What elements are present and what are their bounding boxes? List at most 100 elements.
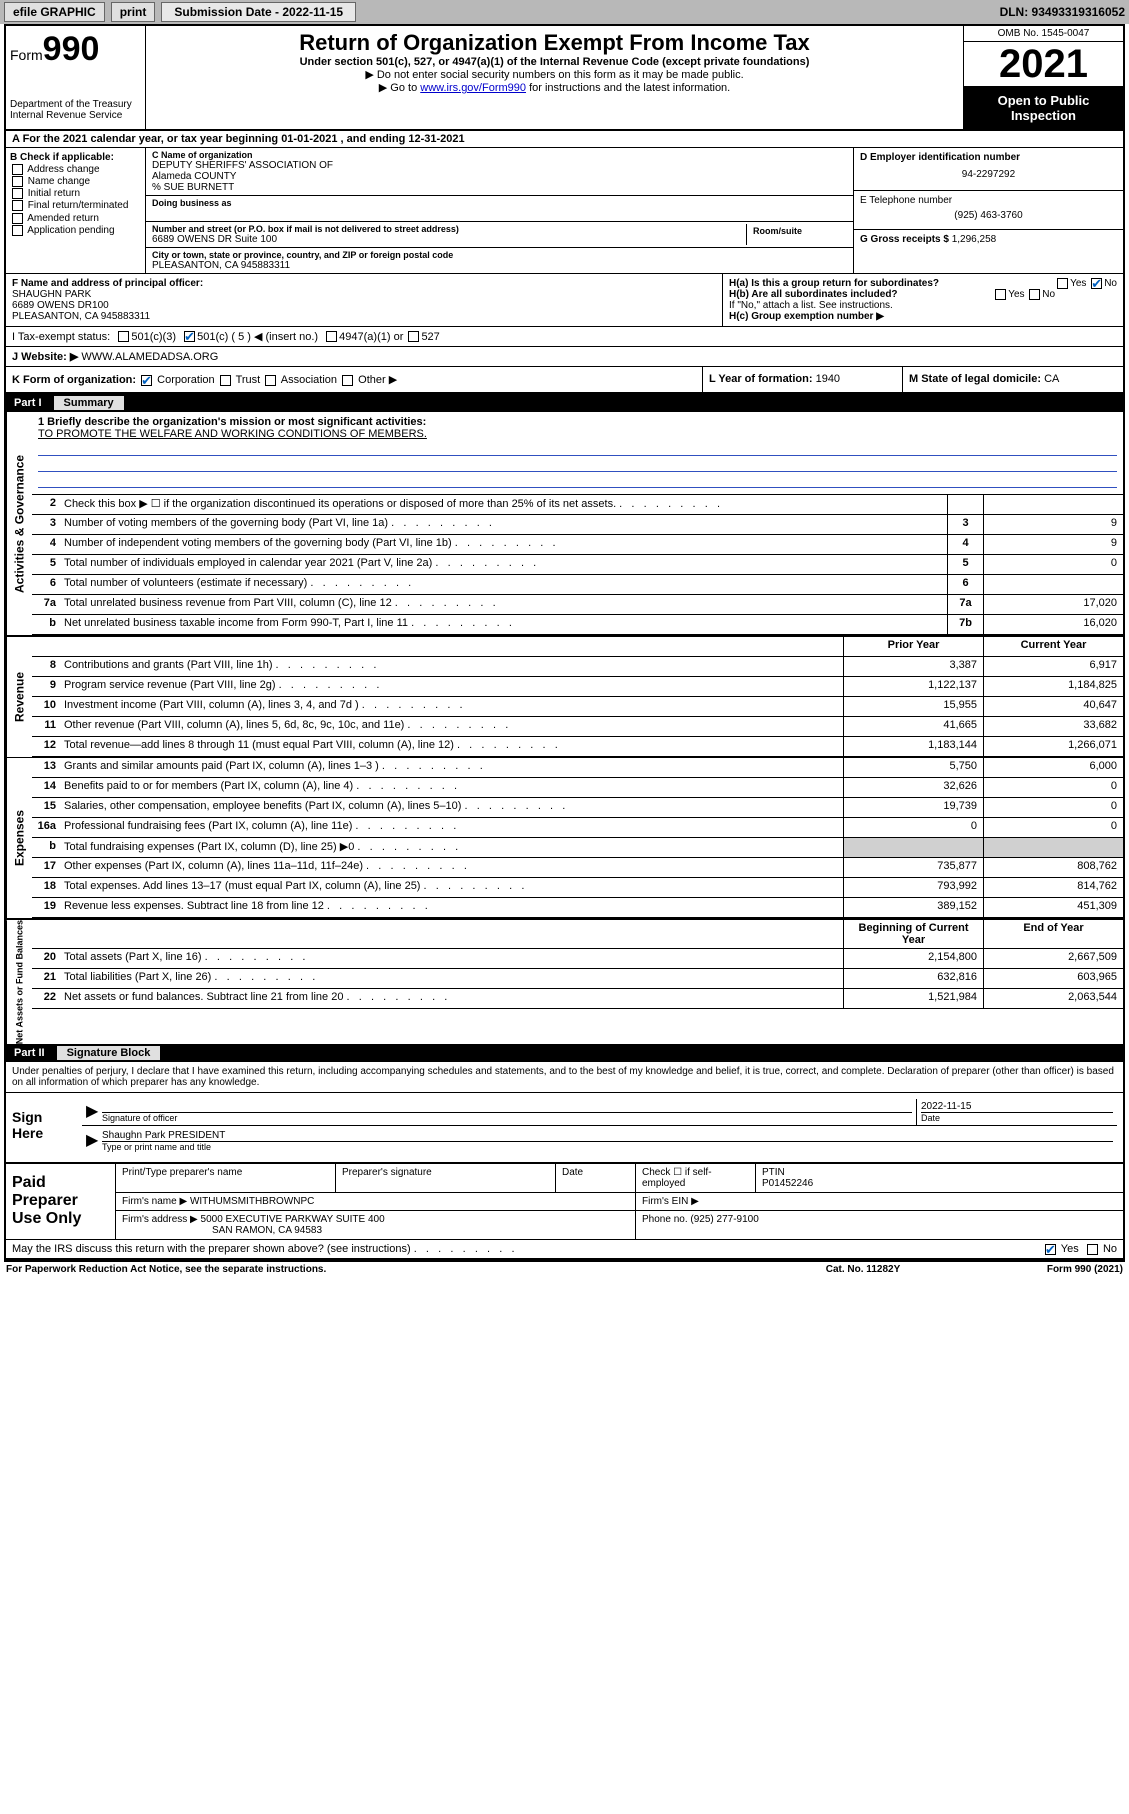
hb-no: No (1042, 289, 1055, 300)
row-val: 9 (983, 535, 1123, 554)
org-name-2: Alameda COUNTY (152, 171, 847, 182)
footer-form: Form 990 (2021) (963, 1264, 1123, 1275)
form-header: Form990 Department of the Treasury Inter… (6, 26, 1123, 131)
row-current: 2,063,544 (983, 989, 1123, 1008)
firm-name: WITHUMSMITHBROWNPC (190, 1196, 314, 1207)
row-num: 19 (32, 898, 60, 917)
chk-amended: Amended return (27, 213, 99, 224)
row-current: 33,682 (983, 717, 1123, 736)
line-i-label: I Tax-exempt status: (12, 331, 110, 343)
sig-officer-label: Signature of officer (102, 1112, 912, 1123)
row-box (947, 495, 983, 514)
chk-initial: Initial return (28, 188, 80, 199)
arrow-icon: ▶ (82, 1128, 98, 1154)
officer-addr2: PLEASANTON, CA 945883311 (12, 311, 716, 322)
org-careof: % SUE BURNETT (152, 182, 847, 193)
row-prior: 1,122,137 (843, 677, 983, 696)
opt-501c: 501(c) ( 5 ) ◀ (insert no.) (197, 330, 318, 343)
prep-date-label: Date (556, 1164, 636, 1192)
row-num: 8 (32, 657, 60, 676)
row-desc: Net unrelated business taxable income fr… (60, 615, 947, 634)
discuss-no: No (1103, 1243, 1117, 1255)
part1-tag: Part I (14, 397, 42, 409)
part2-tag: Part II (14, 1047, 45, 1059)
opt-501c3: 501(c)(3) (131, 331, 176, 343)
row-num: 4 (32, 535, 60, 554)
section-b-label: B Check if applicable: (10, 152, 141, 163)
org-name-1: DEPUTY SHERIFFS' ASSOCIATION OF (152, 160, 847, 171)
ein-label: D Employer identification number (860, 152, 1117, 163)
dln-label: DLN: 93493319316052 (1000, 5, 1125, 19)
discuss-question: May the IRS discuss this return with the… (12, 1243, 1043, 1255)
row-prior: 15,955 (843, 697, 983, 716)
form-subtitle: Under section 501(c), 527, or 4947(a)(1)… (154, 56, 955, 68)
form-container: Form990 Department of the Treasury Inter… (4, 24, 1125, 1262)
row-current: 1,266,071 (983, 737, 1123, 756)
row-current: 603,965 (983, 969, 1123, 988)
firm-addr-label: Firm's address ▶ (122, 1214, 198, 1225)
prep-selfemp: Check ☐ if self-employed (636, 1164, 756, 1192)
chk-name: Name change (28, 176, 90, 187)
row-box: 7a (947, 595, 983, 614)
officer-addr1: 6689 OWENS DR100 (12, 300, 716, 311)
row-num: b (32, 838, 60, 857)
hb-label: H(b) Are all subordinates included? (729, 289, 898, 300)
open-public-badge: Open to Public Inspection (964, 87, 1123, 129)
chk-final: Final return/terminated (28, 201, 129, 212)
col-end: End of Year (983, 920, 1123, 948)
dept-label: Department of the Treasury (10, 99, 141, 110)
chk-address: Address change (27, 164, 99, 175)
part2-header: Part II Signature Block (6, 1044, 1123, 1062)
print-button[interactable]: print (111, 2, 156, 22)
row-prior: 32,626 (843, 778, 983, 797)
tax-year: 2021 (964, 42, 1123, 87)
row-current: 40,647 (983, 697, 1123, 716)
top-toolbar: efile GRAPHIC print Submission Date - 20… (0, 0, 1129, 24)
row-num: b (32, 615, 60, 634)
row-num: 14 (32, 778, 60, 797)
opt-assoc: Association (281, 374, 337, 386)
opt-4947: 4947(a)(1) or (339, 331, 403, 343)
opt-corp: Corporation (157, 374, 214, 386)
firm-label: Firm's name ▶ (122, 1196, 187, 1207)
irs-label: Internal Revenue Service (10, 110, 141, 121)
row-desc: Number of voting members of the governin… (60, 515, 947, 534)
row-current: 6,917 (983, 657, 1123, 676)
opt-other: Other ▶ (358, 374, 397, 386)
form-label: Form (10, 47, 43, 63)
hb-yes: Yes (1008, 289, 1024, 300)
section-c: C Name of organization DEPUTY SHERIFFS' … (146, 148, 853, 273)
row-desc: Other expenses (Part IX, column (A), lin… (60, 858, 843, 877)
street-label: Number and street (or P.O. box if mail i… (152, 224, 746, 234)
mission-text: TO PROMOTE THE WELFARE AND WORKING CONDI… (38, 428, 1117, 440)
row-prior: 3,387 (843, 657, 983, 676)
row-prior (843, 838, 983, 857)
efile-button[interactable]: efile GRAPHIC (4, 2, 105, 22)
sig-date: 2022-11-15 (921, 1101, 1113, 1112)
street-value: 6689 OWENS DR Suite 100 (152, 234, 746, 245)
row-num: 17 (32, 858, 60, 877)
line-l-label: L Year of formation: (709, 373, 813, 385)
prep-sig-label: Preparer's signature (336, 1164, 556, 1192)
irs-link[interactable]: www.irs.gov/Form990 (420, 82, 526, 94)
part1-header: Part I Summary (6, 394, 1123, 412)
row-desc: Professional fundraising fees (Part IX, … (60, 818, 843, 837)
ha-yes: Yes (1070, 278, 1086, 289)
vtab-netassets: Net Assets or Fund Balances (6, 920, 32, 1044)
row-desc: Total number of individuals employed in … (60, 555, 947, 574)
row-desc: Revenue less expenses. Subtract line 18 … (60, 898, 843, 917)
part1-title: Summary (54, 396, 124, 410)
row-desc: Number of independent voting members of … (60, 535, 947, 554)
row-prior: 632,816 (843, 969, 983, 988)
row-current: 0 (983, 778, 1123, 797)
mission-q: 1 Briefly describe the organization's mi… (38, 416, 1117, 428)
row-prior: 1,183,144 (843, 737, 983, 756)
row-val (983, 575, 1123, 594)
row-prior: 41,665 (843, 717, 983, 736)
line-j-label: J Website: ▶ (12, 350, 78, 363)
gross-value: 1,296,258 (952, 234, 997, 245)
city-value: PLEASANTON, CA 945883311 (152, 260, 847, 271)
row-desc: Other revenue (Part VIII, column (A), li… (60, 717, 843, 736)
row-val (983, 495, 1123, 514)
row-desc: Program service revenue (Part VIII, line… (60, 677, 843, 696)
